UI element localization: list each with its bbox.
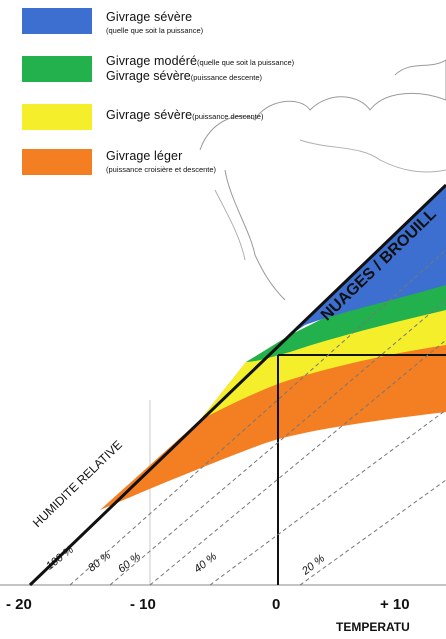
legend-note: (puissance descente) — [192, 112, 264, 121]
x-axis-label: TEMPERATU — [336, 620, 410, 634]
legend-title-2: Givrage sévère — [106, 69, 191, 83]
legend-swatch-green — [22, 56, 92, 82]
legend-item-light: Givrage léger (puissance croisière et de… — [0, 143, 446, 183]
legend-title: Givrage sévère — [106, 108, 193, 122]
cloud-outline-2 — [214, 139, 446, 261]
band-light-icing — [100, 340, 446, 510]
band-moderate-icing — [246, 278, 446, 362]
humidity-lines — [69, 249, 446, 586]
x-tick-plus10: + 10 — [380, 596, 410, 613]
legend-note: (quelle que soit la puissance) — [197, 58, 295, 67]
x-tick-minus20: - 20 — [6, 596, 32, 613]
cloud-boundary-line — [28, 183, 446, 587]
legend-note-2: (puissance descente) — [190, 73, 263, 82]
legend-title: Givrage modéré — [106, 54, 198, 68]
legend-item-severe: Givrage sévère (quelle que soit la puiss… — [0, 2, 446, 42]
legend-title: Givrage sévère — [106, 10, 193, 24]
legend-swatch-yellow — [22, 104, 92, 130]
legend-item-severe-descent: Givrage sévère(puissance descente) — [0, 100, 446, 140]
x-tick-minus10: - 10 — [130, 596, 156, 613]
legend-title: Givrage léger — [106, 149, 183, 163]
legend-swatch-blue — [22, 8, 92, 34]
legend-sub: (puissance croisière et descente) — [106, 165, 217, 174]
legend-sub: (quelle que soit la puissance) — [106, 26, 204, 35]
x-tick-zero: 0 — [272, 596, 281, 613]
legend-item-moderate: Givrage modéré(quelle que soit la puissa… — [0, 50, 446, 90]
legend-swatch-orange — [22, 149, 92, 175]
